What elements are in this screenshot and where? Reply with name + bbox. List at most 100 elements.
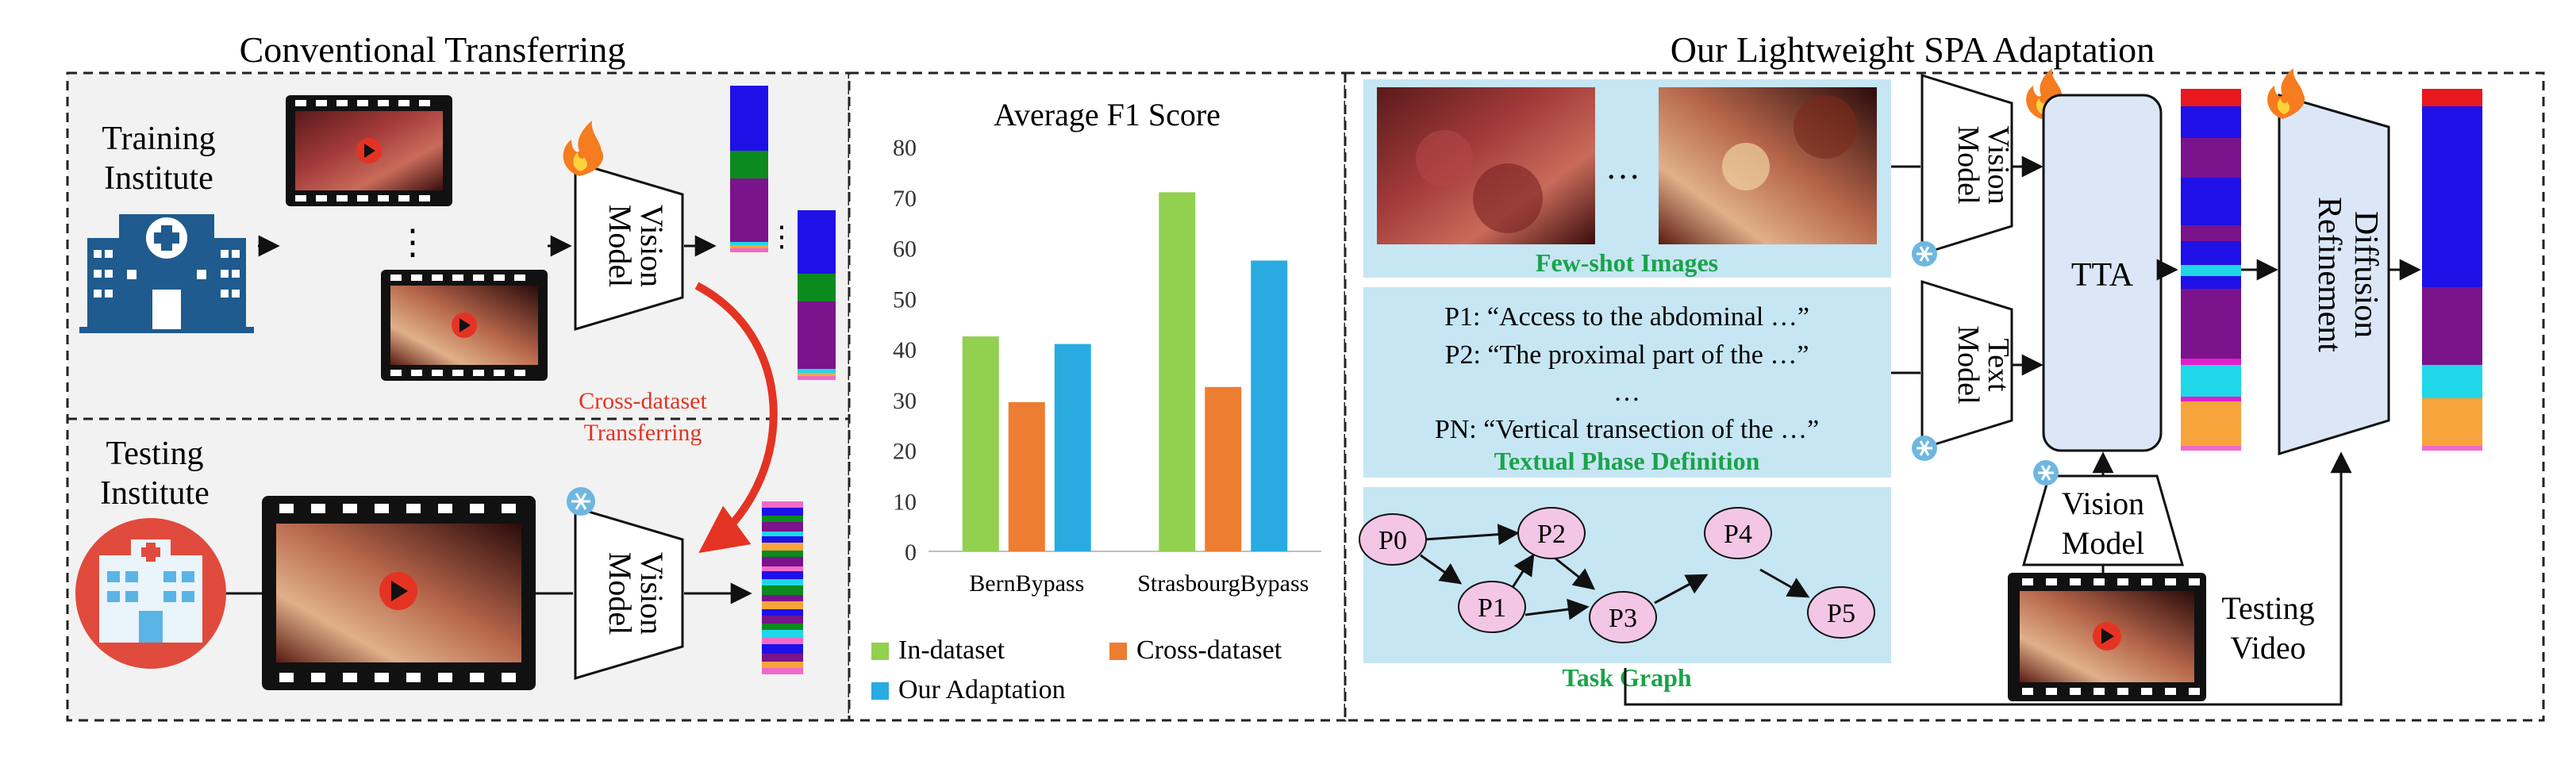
node-p0-label: P0 bbox=[1378, 526, 1407, 555]
textual-label: Textual Phase Definition bbox=[1494, 447, 1760, 475]
diffusion-label-2: Refinement bbox=[2311, 197, 2347, 352]
training-prediction-bar-1 bbox=[730, 86, 768, 252]
legend-label: Cross-dataset bbox=[1136, 635, 1282, 665]
cross-dataset-arrow bbox=[694, 282, 778, 554]
few-shot-label: Few-shot Images bbox=[1536, 248, 1718, 277]
node-p1 bbox=[1458, 581, 1526, 633]
training-video-frame-2 bbox=[381, 270, 548, 381]
adapt-text-model: Text Model bbox=[1920, 279, 2015, 451]
hospital-icon bbox=[79, 214, 254, 333]
chart-panel: Average F1 Score 0 10 20 30 40 50 60 70 80 BernB… bbox=[848, 71, 1347, 722]
diffusion-refinement-block: Diffusion Refinement bbox=[2278, 94, 2390, 456]
cross-dataset-label-1: Cross-dataset bbox=[579, 388, 707, 414]
vision-model-label-4: Model bbox=[602, 552, 638, 635]
adapt-vision-label-2: Model bbox=[1951, 125, 1985, 204]
y-tick-label: 70 bbox=[893, 186, 917, 212]
conventional-panel: Training Institute bbox=[66, 71, 851, 722]
diffusion-label-1: Diffusion bbox=[2347, 211, 2384, 338]
adaptation-panel: … Few-shot Images P1: “Access to the abd… bbox=[1344, 68, 2545, 722]
category-label: BernBypass bbox=[969, 570, 1084, 597]
few-shot-image-1 bbox=[1377, 87, 1595, 244]
testing-prediction-bar bbox=[762, 501, 803, 674]
testing-institute-label-2: Institute bbox=[100, 475, 210, 512]
bar-strasbourgbypass-our-adaptation bbox=[1251, 260, 1288, 551]
cross-dataset-label-2: Transferring bbox=[584, 420, 702, 446]
testing-vision-model: Vision Model bbox=[574, 505, 684, 681]
frames-vertical-dots: ⋮ bbox=[395, 223, 430, 262]
tta-label: TTA bbox=[2071, 257, 2134, 294]
adapt-text-label-2: Model bbox=[1951, 325, 1985, 404]
adapt-test-vision-model: Vision Model bbox=[2022, 474, 2184, 566]
adapt-vision-model: Vision Model bbox=[1920, 73, 2015, 256]
chart-categories: BernBypass StrasbourgBypass bbox=[969, 570, 1309, 597]
testing-video-label-2: Video bbox=[2230, 630, 2305, 666]
tta-block: TTA bbox=[2042, 94, 2163, 452]
bar-bernbypass-in-dataset bbox=[962, 336, 999, 551]
vision-model-label-3: Vision bbox=[634, 552, 670, 635]
prompt-p2: P2: “The proximal part of the …” bbox=[1445, 340, 1809, 370]
fire-icon-diffusion bbox=[2267, 68, 2305, 119]
node-p4 bbox=[1704, 507, 1772, 559]
y-tick-label: 20 bbox=[893, 439, 917, 465]
legend-swatch bbox=[871, 682, 889, 700]
prompt-pn: PN: “Vertical transection of the …” bbox=[1435, 415, 1819, 444]
legend-swatch bbox=[1109, 643, 1127, 660]
test-vision-label-2: Model bbox=[2062, 525, 2144, 561]
vision-model-label-2: Model bbox=[602, 205, 638, 287]
node-p3 bbox=[1589, 591, 1657, 643]
bar-bernbypass-our-adaptation bbox=[1054, 344, 1091, 551]
chart-title: Average F1 Score bbox=[994, 97, 1221, 132]
task-graph-to-diffusion-connector bbox=[1624, 451, 2352, 706]
bar-bernbypass-cross-dataset bbox=[1008, 401, 1045, 551]
training-prediction-bar-2 bbox=[798, 210, 836, 380]
training-institute-label-1: Training bbox=[102, 121, 215, 157]
few-shot-ellipsis: … bbox=[1605, 148, 1640, 186]
bar-strasbourgbypass-cross-dataset bbox=[1205, 386, 1242, 551]
y-tick-label: 40 bbox=[893, 337, 917, 363]
testing-institute-label-1: Testing bbox=[106, 436, 203, 472]
predictions-vertical-dots: ⋮ bbox=[767, 221, 796, 252]
node-p1-label: P1 bbox=[1478, 593, 1506, 623]
adapt-vision-label: Vision bbox=[1982, 125, 2015, 204]
training-vision-model: Vision Model bbox=[574, 160, 684, 332]
snowflake-icon bbox=[567, 487, 595, 516]
test-vision-label-1: Vision bbox=[2062, 486, 2144, 521]
refined-output-bar bbox=[2422, 89, 2482, 451]
snowflake-icon-text bbox=[1912, 436, 1937, 461]
fire-icon bbox=[563, 121, 604, 176]
right-panel-title: Our Lightweight SPA Adaptation bbox=[1671, 29, 2155, 70]
y-tick-label: 50 bbox=[893, 286, 917, 313]
task-graph: P0 P1 P2 P3 P4 P5 bbox=[1359, 507, 1875, 643]
testing-video-frame bbox=[262, 496, 536, 690]
y-tick-label: 60 bbox=[893, 236, 917, 263]
training-institute-label-2: Institute bbox=[104, 160, 213, 197]
node-p5-label: P5 bbox=[1827, 599, 1855, 628]
snowflake-icon-test bbox=[2033, 460, 2059, 486]
node-p3-label: P3 bbox=[1609, 604, 1637, 633]
testing-video-label-1: Testing bbox=[2221, 590, 2314, 626]
chart-bars bbox=[962, 192, 1288, 551]
node-p2-label: P2 bbox=[1537, 520, 1566, 549]
left-panel-title: Conventional Transferring bbox=[240, 29, 626, 70]
adapt-text-label: Text bbox=[1982, 339, 2015, 392]
tta-output-bar bbox=[2181, 89, 2241, 451]
legend-label: In-dataset bbox=[898, 635, 1005, 665]
training-video-frame-1 bbox=[286, 95, 452, 206]
category-label: StrasbourgBypass bbox=[1137, 570, 1309, 597]
bar-strasbourgbypass-in-dataset bbox=[1159, 192, 1196, 551]
node-p0 bbox=[1359, 513, 1427, 566]
task-graph-label: Task Graph bbox=[1562, 663, 1692, 692]
prompt-ellipsis: … bbox=[1613, 378, 1640, 407]
textual-panel bbox=[1363, 287, 1891, 478]
chart-legend: In-dataset Cross-dataset Our Adaptation bbox=[871, 635, 1282, 704]
chart-y-axis: 0 10 20 30 40 50 60 70 80 bbox=[893, 135, 917, 566]
legend-label: Our Adaptation bbox=[898, 675, 1066, 704]
adapt-testing-video bbox=[2008, 573, 2206, 701]
y-tick-label: 80 bbox=[893, 135, 917, 161]
node-p2 bbox=[1517, 507, 1586, 559]
prompt-p1: P1: “Access to the abdominal …” bbox=[1444, 302, 1809, 332]
testing-hospital-icon bbox=[75, 518, 226, 669]
legend-swatch bbox=[871, 643, 889, 660]
snowflake-icon-vision bbox=[1912, 241, 1937, 267]
